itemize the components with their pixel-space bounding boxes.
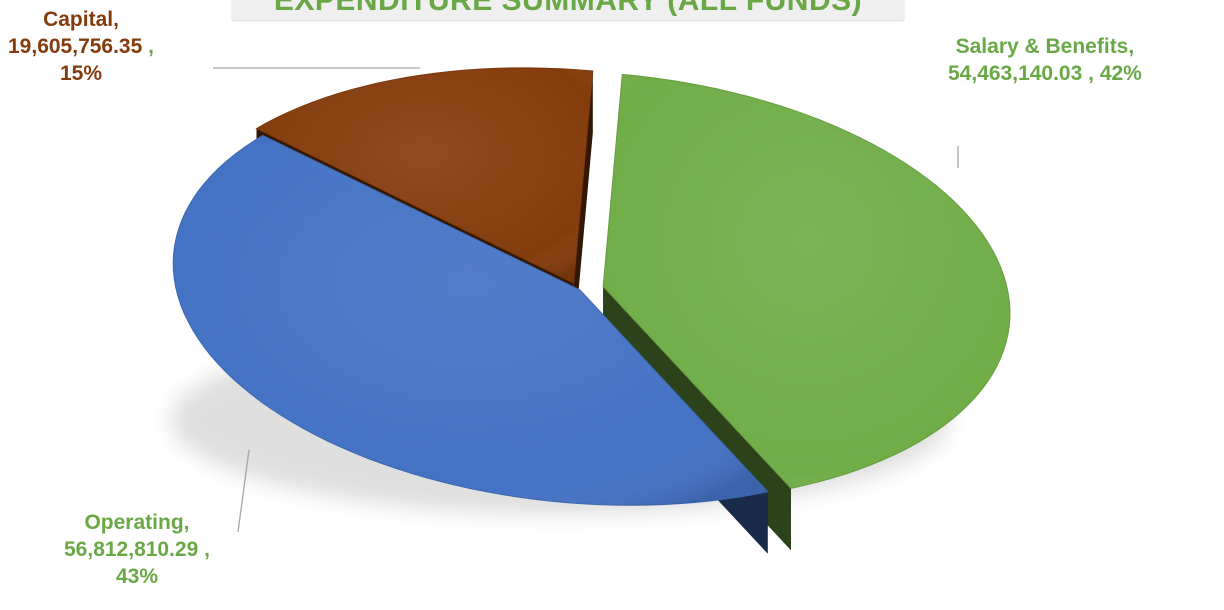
slice-name: Operating	[84, 511, 184, 534]
pie-slice-gloss-salary-benefits	[603, 74, 1010, 489]
chart-title: EXPENDITURE SUMMARY (ALL FUNDS)	[273, 0, 863, 17]
slice-name: Capital	[43, 8, 114, 31]
slice-value: 19,605,756.35	[8, 35, 143, 58]
data-label-operating: Operating, 56,812,810.29 , 43%	[64, 511, 210, 588]
slice-percent: 15%	[59, 62, 102, 85]
data-label-capital: Capital, 19,605,756.35 , 15%	[8, 8, 154, 85]
slice-percent: 42%	[1099, 62, 1142, 85]
slice-percent: 43%	[115, 565, 158, 588]
leader-line-operating	[237, 449, 250, 533]
slice-value: 54,463,140.03	[948, 62, 1083, 85]
data-label-salary-benefits: Salary & Benefits, 54,463,140.03 , 42%	[948, 35, 1142, 85]
pie-slice-gloss-operating	[173, 135, 768, 506]
slice-value: 56,812,810.29	[64, 538, 199, 561]
slice-name: Salary & Benefits	[955, 35, 1129, 58]
pie-slice-wall-capital-1	[573, 71, 593, 346]
pie-slice-gloss-capital	[256, 67, 593, 284]
chart-title-box: EXPENDITURE SUMMARY (ALL FUNDS)	[232, 0, 904, 20]
